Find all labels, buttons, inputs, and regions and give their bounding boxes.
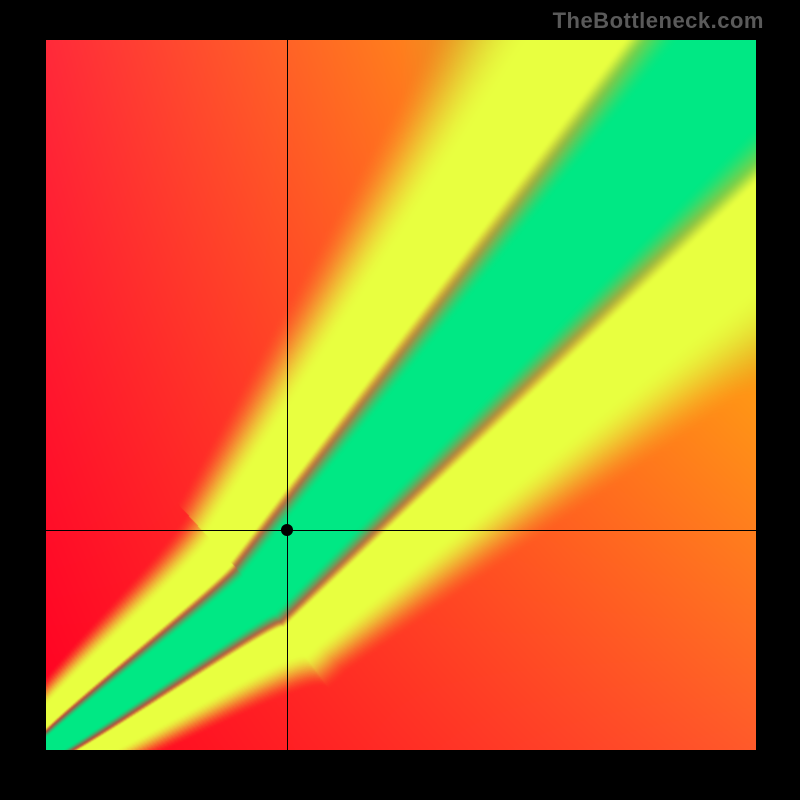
heatmap-canvas <box>46 40 756 750</box>
heatmap-plot <box>46 40 756 750</box>
crosshair-horizontal <box>46 530 756 531</box>
watermark-text: TheBottleneck.com <box>553 8 764 34</box>
crosshair-vertical <box>287 40 288 750</box>
crosshair-marker <box>281 524 293 536</box>
